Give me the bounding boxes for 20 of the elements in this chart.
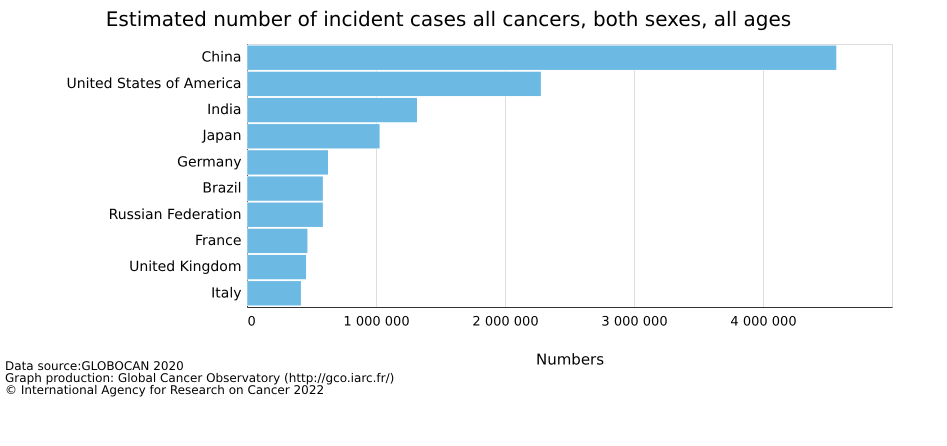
y-tick-label: France [194, 232, 242, 249]
chart-title: Estimated number of incident cases all cancers, both sexes, all ages [106, 7, 792, 31]
y-tick-label: Italy [211, 285, 242, 302]
x-tick-label: 4 000 000 [730, 314, 797, 330]
y-tick-label: Germany [177, 154, 242, 170]
text: © International Agency for Research on Cancer 2022 [5, 383, 324, 397]
source-note: Data source:GLOBOCAN 2020 [5, 359, 184, 373]
y-tick-label: India [207, 102, 242, 118]
y-tick-label: China [202, 50, 242, 66]
y-tick-label: Brazil [202, 180, 242, 197]
y-tick-label: Japan [201, 128, 242, 144]
x-tick-label: 2 000 000 [472, 314, 539, 330]
x-axis-title: Numbers [536, 350, 604, 368]
y-tick-label: United Kingdom [129, 259, 242, 276]
y-tick-label: United States of America [66, 76, 242, 92]
x-tick-label: 3 000 000 [601, 314, 668, 330]
text: Graph production: Global Cancer Observatory (http://gco.iarc.fr/) [5, 371, 394, 385]
y-tick-label: Russian Federation [108, 206, 242, 223]
x-tick-label: 0 [248, 314, 256, 330]
x-tick-label: 1 000 000 [343, 314, 410, 330]
